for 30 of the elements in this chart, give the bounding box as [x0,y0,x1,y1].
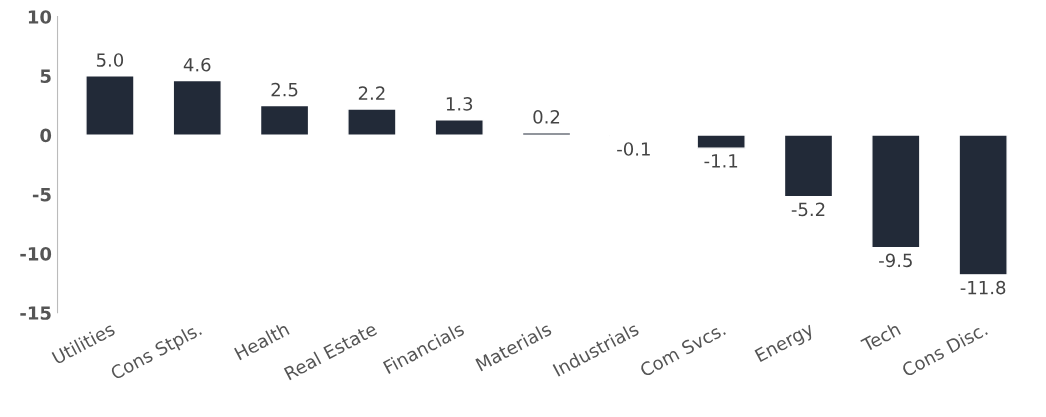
data-label: -1.1 [704,154,738,168]
bar [434,119,484,136]
bar [521,132,572,136]
y-tick-label: -5 [32,188,51,202]
bar [696,134,746,149]
bar [172,79,222,136]
x-tick-label: Com Svcs. [639,322,727,378]
data-label: -0.1 [617,142,650,156]
y-tick-label: 0 [40,128,52,143]
bar [871,134,921,249]
bar [783,134,834,198]
y-tick-label: -15 [20,306,51,320]
bar [958,134,1008,276]
y-tick-label: -10 [20,247,52,261]
data-label: -11.8 [960,280,1006,295]
data-label: -9.5 [879,253,912,268]
data-label: 1.3 [446,97,473,111]
data-label: 0.2 [533,110,560,124]
data-label: 4.6 [183,57,211,72]
y-tick-label: 5 [40,69,51,84]
data-label: 5.0 [96,53,124,67]
x-tick-label: Tech [860,321,902,353]
data-label: 2.2 [358,86,385,100]
data-label: 2.5 [271,82,298,97]
bar [259,104,310,136]
data-label: -5.2 [791,202,825,217]
x-tick-label: Cons Disc. [900,322,988,378]
bar [85,75,135,136]
bar [347,108,397,136]
y-tick-label: 10 [28,10,52,24]
